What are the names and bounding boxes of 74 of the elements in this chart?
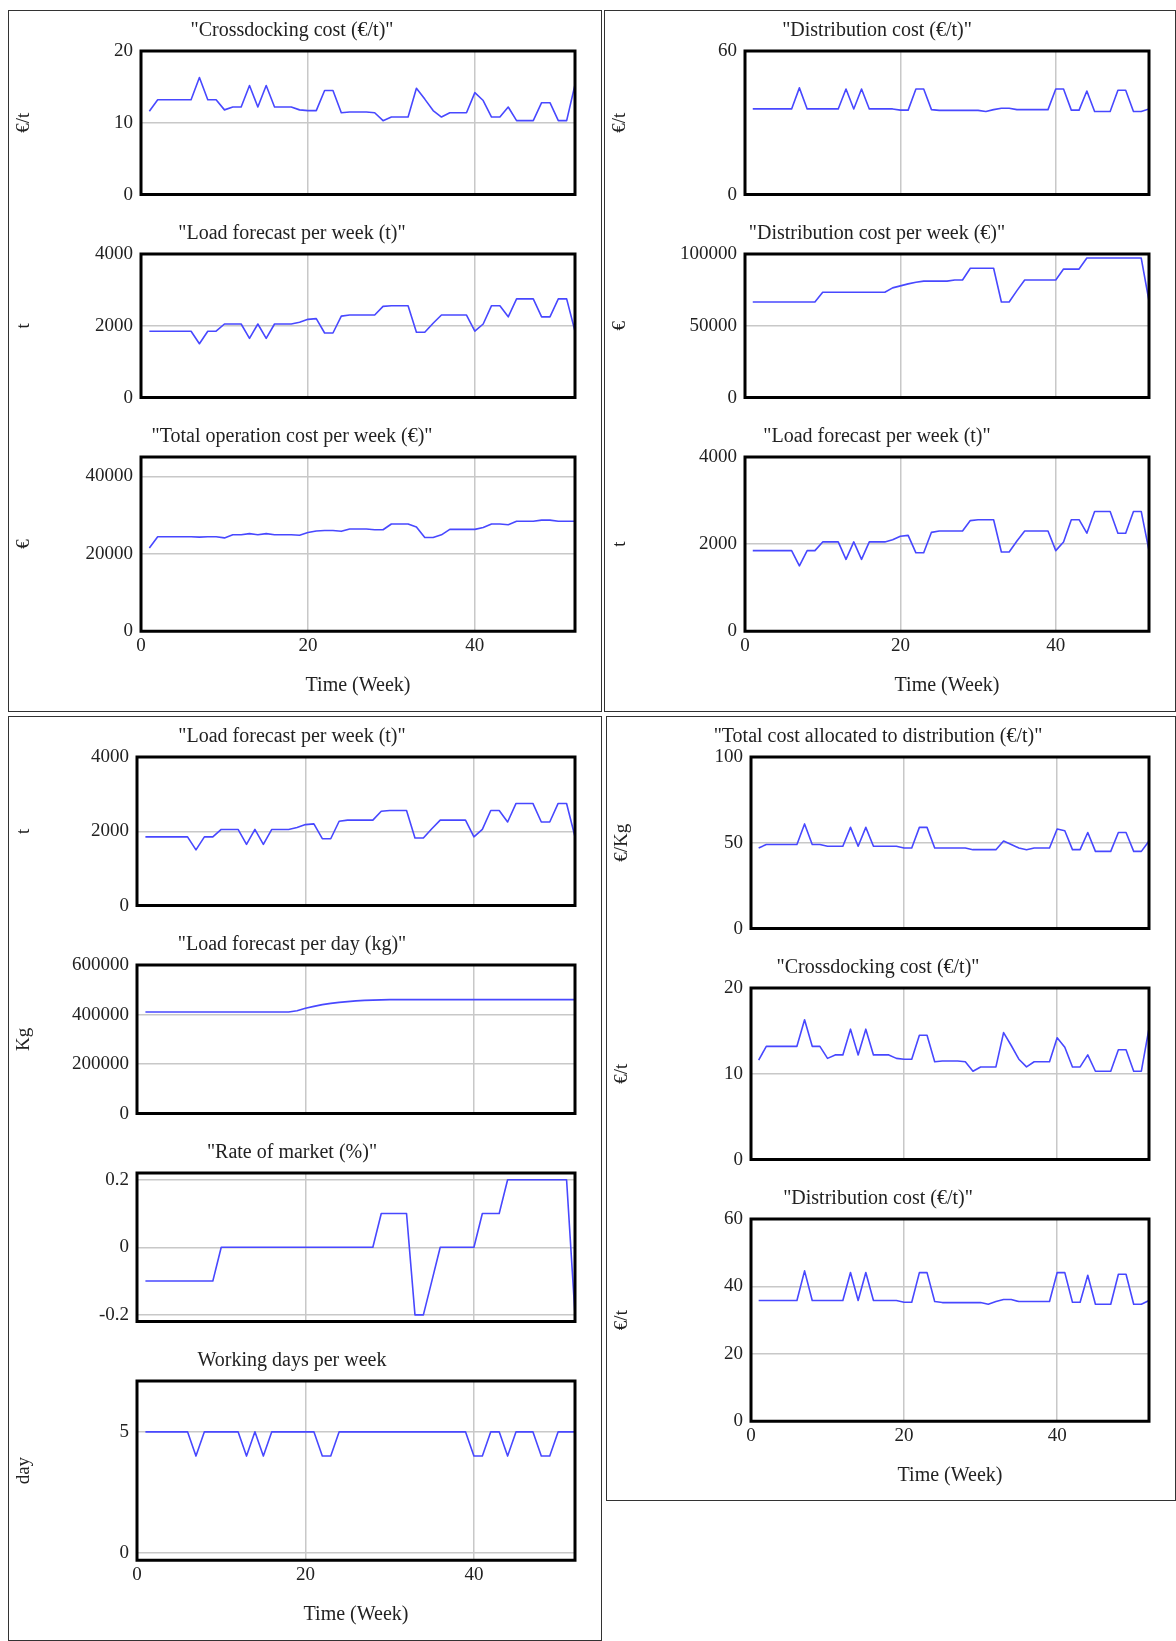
y-tick-label: 0	[119, 1235, 129, 1257]
y-tick-label: 4000	[91, 744, 129, 766]
y-axis-title: t	[12, 322, 34, 329]
y-tick-label: 600000	[72, 952, 129, 974]
y-tick-label: 400000	[72, 1002, 129, 1024]
y-tick-label: 0	[733, 1147, 743, 1169]
y-tick-label: -0.2	[98, 1302, 129, 1324]
y-tick-label: 40000	[85, 464, 133, 486]
y-tick-label: 60	[724, 1206, 743, 1228]
chart-title: Working days per week	[197, 1348, 387, 1372]
x-tick-label: 20	[890, 633, 910, 655]
chart-title: "Load forecast per week (t)"	[763, 424, 991, 448]
chart-title: "Crossdocking cost (€/t)"	[776, 955, 980, 979]
y-tick-label: 60	[718, 38, 737, 60]
chart-title: "Load forecast per day (kg)"	[177, 932, 407, 956]
y-axis-title: €	[608, 320, 630, 331]
y-tick-label: 50	[724, 830, 743, 852]
y-tick-label: 200000	[72, 1052, 129, 1074]
chart-title: "Load forecast per week (t)"	[178, 724, 406, 748]
y-tick-label: 2000	[91, 819, 129, 841]
y-tick-label: 0.2	[105, 1167, 129, 1189]
chart-title: "Rate of market (%)"	[206, 1140, 378, 1164]
chart-title: "Distribution cost per week (€)"	[748, 221, 1006, 245]
x-tick-label: 40	[1047, 1423, 1067, 1445]
y-axis-title: €/t	[610, 1063, 632, 1084]
x-axis-title: Time (Week)	[897, 1463, 1003, 1487]
y-tick-label: 100000	[680, 241, 737, 263]
y-tick-label: 4000	[95, 241, 133, 263]
y-axis-title: €	[12, 538, 34, 549]
y-axis-title: t	[608, 540, 630, 547]
x-tick-label: 40	[1046, 633, 1066, 655]
y-tick-label: 50000	[689, 313, 737, 335]
y-axis-title: €/t	[12, 112, 34, 133]
chart-title: "Total operation cost per week (€)"	[151, 424, 433, 448]
x-tick-label: 40	[464, 1562, 484, 1584]
x-axis-title: Time (Week)	[305, 673, 411, 697]
x-tick-label: 40	[465, 633, 485, 655]
y-tick-label: 10	[724, 1061, 743, 1083]
chart-title: "Distribution cost (€/t)"	[783, 1186, 973, 1210]
y-tick-label: 0	[119, 1540, 129, 1562]
x-tick-label: 20	[295, 1562, 315, 1584]
y-axis-title: Kg	[12, 1027, 34, 1051]
chart-title: "Distribution cost (€/t)"	[782, 18, 972, 42]
y-tick-label: 40	[724, 1274, 743, 1296]
y-tick-label: 0	[727, 619, 737, 641]
y-tick-label: 2000	[95, 313, 133, 335]
y-tick-label: 20000	[85, 541, 133, 563]
y-tick-label: 20	[724, 975, 743, 997]
y-tick-label: 2000	[699, 532, 737, 554]
y-axis-title: €/t	[608, 112, 630, 133]
chart-title: "Crossdocking cost (€/t)"	[190, 18, 394, 42]
y-tick-label: 5	[119, 1419, 129, 1441]
x-axis-title: Time (Week)	[303, 1602, 409, 1626]
y-tick-label: 4000	[699, 444, 737, 466]
y-tick-label: 0	[123, 619, 133, 641]
chart-title: "Load forecast per week (t)"	[178, 221, 406, 245]
y-tick-label: 10	[114, 110, 133, 132]
y-axis-title: t	[12, 827, 34, 834]
x-tick-label: 20	[298, 633, 318, 655]
y-tick-label: 0	[123, 385, 133, 407]
y-tick-label: 0	[119, 893, 129, 915]
y-tick-label: 0	[123, 182, 133, 204]
y-axis-title: €/t	[610, 1309, 632, 1331]
y-tick-label: 20	[724, 1341, 743, 1363]
y-tick-label: 0	[733, 916, 743, 938]
y-axis-title: €/Kg	[610, 823, 632, 862]
y-tick-label: 0	[119, 1101, 129, 1123]
y-tick-label: 20	[114, 38, 133, 60]
y-tick-label: 0	[727, 385, 737, 407]
y-tick-label: 0	[727, 182, 737, 204]
y-axis-title: day	[12, 1456, 34, 1485]
y-tick-label: 0	[733, 1409, 743, 1431]
x-tick-label: 20	[894, 1423, 914, 1445]
x-axis-title: Time (Week)	[894, 673, 1000, 697]
